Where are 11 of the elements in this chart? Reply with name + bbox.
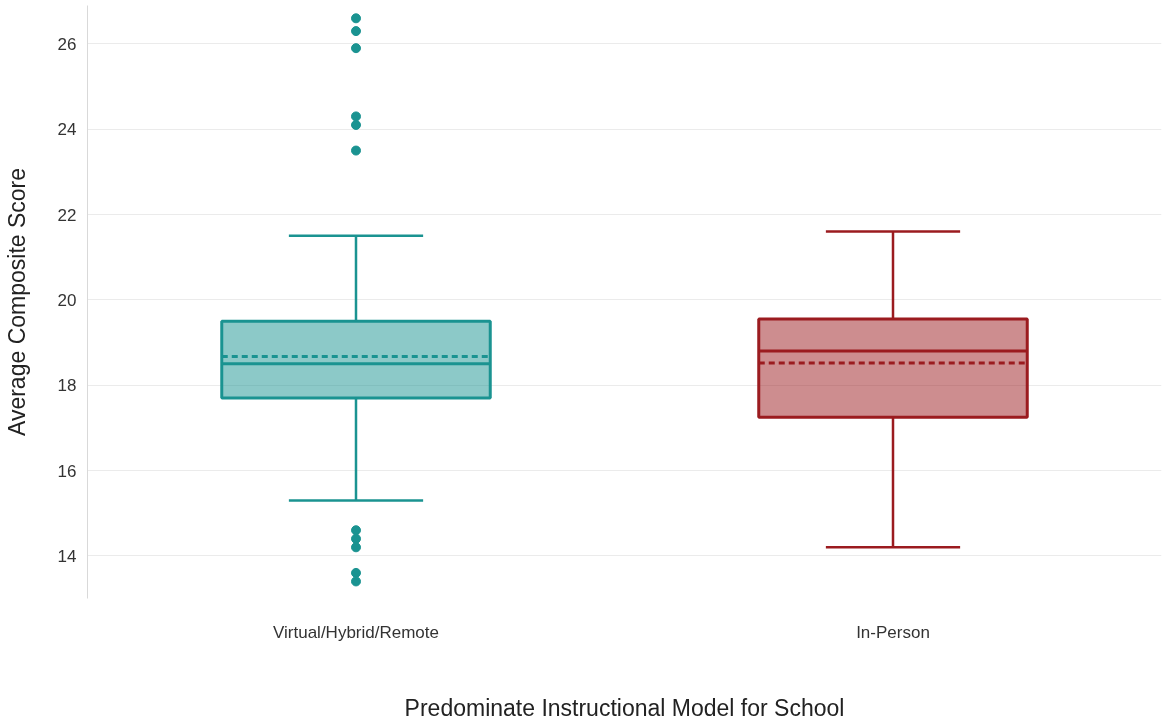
y-tick-label: 14 [57,546,77,566]
y-tick-label: 24 [57,120,77,140]
y-tick-label: 26 [57,34,77,54]
y-tick-label: 20 [57,290,77,310]
y-tick-label: 16 [57,461,77,481]
y-tick-label: 22 [57,205,77,225]
y-axis-title: Average Composite Score [3,167,30,437]
y-tick-label: 18 [57,376,77,396]
x-tick-label: Virtual/Hybrid/Remote [273,622,439,642]
x-tick-label: In-Person [856,622,930,642]
x-axis-title: Predominate Instructional Model for School [404,694,845,721]
